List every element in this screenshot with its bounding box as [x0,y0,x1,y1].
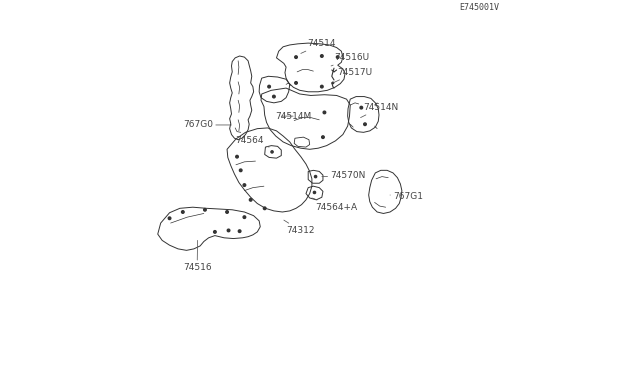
Circle shape [264,207,266,209]
Circle shape [168,217,171,219]
Circle shape [250,199,252,201]
Text: 74514M: 74514M [275,112,311,121]
Circle shape [295,81,298,84]
Circle shape [322,136,324,138]
Circle shape [323,111,326,114]
Circle shape [360,106,363,109]
Text: 74570N: 74570N [322,171,365,180]
Text: 767G0: 767G0 [183,121,232,129]
Text: 74312: 74312 [284,220,315,235]
Text: 74514N: 74514N [360,103,398,118]
Circle shape [243,184,246,186]
Circle shape [236,155,238,158]
Circle shape [332,82,333,84]
Circle shape [314,176,317,178]
Circle shape [268,85,271,88]
Circle shape [273,95,275,98]
Circle shape [314,191,316,193]
Circle shape [227,229,230,232]
Text: 74516: 74516 [183,240,211,272]
Circle shape [271,151,273,153]
Circle shape [243,216,246,218]
Text: 74514: 74514 [301,39,336,54]
Circle shape [214,231,216,233]
Circle shape [337,56,339,58]
Text: 767G1: 767G1 [390,192,423,201]
Text: 74516U: 74516U [331,53,369,66]
Circle shape [364,123,366,125]
Circle shape [182,211,184,213]
Circle shape [295,56,298,58]
Circle shape [321,55,323,57]
Text: 74564: 74564 [236,136,269,147]
Text: 74517U: 74517U [333,68,373,83]
Circle shape [204,208,206,211]
Circle shape [239,169,242,171]
Text: E745001V: E745001V [459,3,499,12]
Text: 74564+A: 74564+A [312,198,358,212]
Circle shape [321,85,323,88]
Circle shape [238,230,241,232]
Circle shape [226,211,228,213]
